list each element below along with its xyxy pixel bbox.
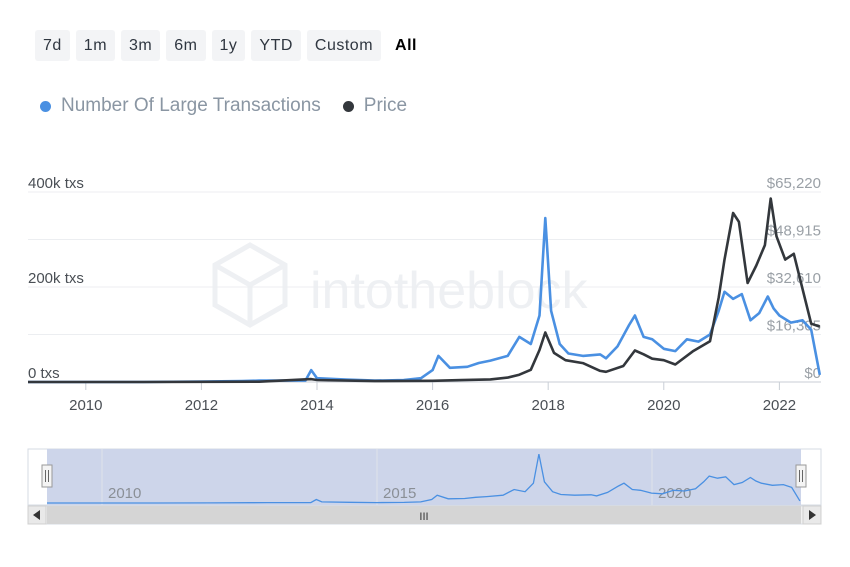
arrow-right-icon xyxy=(809,510,816,520)
price-line xyxy=(28,197,821,384)
legend-dot-icon xyxy=(342,100,354,112)
x-axis: 2010 2012 2014 2016 2018 2020 2022 xyxy=(69,382,796,414)
range-button-all[interactable]: All xyxy=(395,36,417,54)
range-button-1y[interactable]: 1y xyxy=(211,30,246,61)
range-button-1m[interactable]: 1m xyxy=(75,30,116,61)
navigator-handle-right[interactable] xyxy=(795,464,807,488)
watermark-text: intotheblock xyxy=(310,262,589,320)
navigator-selection[interactable] xyxy=(47,449,801,505)
y-left-tick-label: 400k txs xyxy=(28,175,84,192)
y-right-tick-label: $0 xyxy=(804,365,821,382)
legend-label: Price xyxy=(363,95,408,116)
watermark: intotheblock xyxy=(212,242,589,328)
y-left-tick-label: 0 txs xyxy=(28,365,60,382)
range-selector: 7d 1m 3m 6m 1y YTD Custom All xyxy=(35,30,425,61)
y-axis-left: 0 txs 200k txs 400k txs xyxy=(28,175,84,382)
x-tick-label: 2016 xyxy=(416,397,449,414)
y-right-tick-label: $16,305 xyxy=(767,318,821,335)
navigator-label: 2020 xyxy=(658,485,691,502)
y-right-tick-label: $48,915 xyxy=(767,223,821,240)
legend-item-large-transactions[interactable]: Number Of Large Transactions xyxy=(40,95,321,117)
chart-legend: Number Of Large Transactions Price xyxy=(40,95,407,117)
navigator[interactable]: 2010 2015 2020 xyxy=(27,448,822,506)
navigator-series-line xyxy=(47,453,801,504)
series-group xyxy=(28,197,822,384)
y-right-tick-label: $65,220 xyxy=(767,175,821,192)
y-right-tick-label: $32,610 xyxy=(767,270,821,287)
navigator-handle-right-box[interactable] xyxy=(795,464,807,488)
x-tick-label: 2022 xyxy=(763,397,796,414)
grid-lines xyxy=(28,191,821,383)
range-button-7d[interactable]: 7d xyxy=(35,30,70,61)
y-axis-right: $0 $16,305 $32,610 $48,915 $65,220 xyxy=(767,175,821,382)
navigator-handle-left-box[interactable] xyxy=(41,464,53,488)
range-button-3m[interactable]: 3m xyxy=(121,30,161,61)
legend-item-price[interactable]: Price xyxy=(342,95,408,117)
x-tick-label: 2018 xyxy=(532,397,565,414)
navigator-handle-left[interactable] xyxy=(41,464,53,488)
scrollbar-grip-icon: III xyxy=(419,511,428,523)
navigator-label: 2015 xyxy=(383,485,416,502)
x-tick-label: 2010 xyxy=(69,397,102,414)
y-left-tick-label: 200k txs xyxy=(28,270,84,287)
range-button-custom[interactable]: Custom xyxy=(306,30,382,61)
range-button-6m[interactable]: 6m xyxy=(166,30,206,61)
watermark-logo-icon xyxy=(212,242,288,328)
x-tick-label: 2012 xyxy=(185,397,218,414)
scrollbar-thumb[interactable] xyxy=(47,506,801,524)
navigator-label: 2010 xyxy=(108,485,141,502)
x-tick-label: 2020 xyxy=(647,397,680,414)
scrollbar[interactable]: III xyxy=(27,505,822,525)
x-tick-label: 2014 xyxy=(300,397,333,414)
arrow-left-icon xyxy=(33,510,40,520)
range-button-ytd[interactable]: YTD xyxy=(251,30,301,61)
legend-dot-icon xyxy=(40,100,51,112)
legend-label: Number Of Large Transactions xyxy=(61,95,321,116)
